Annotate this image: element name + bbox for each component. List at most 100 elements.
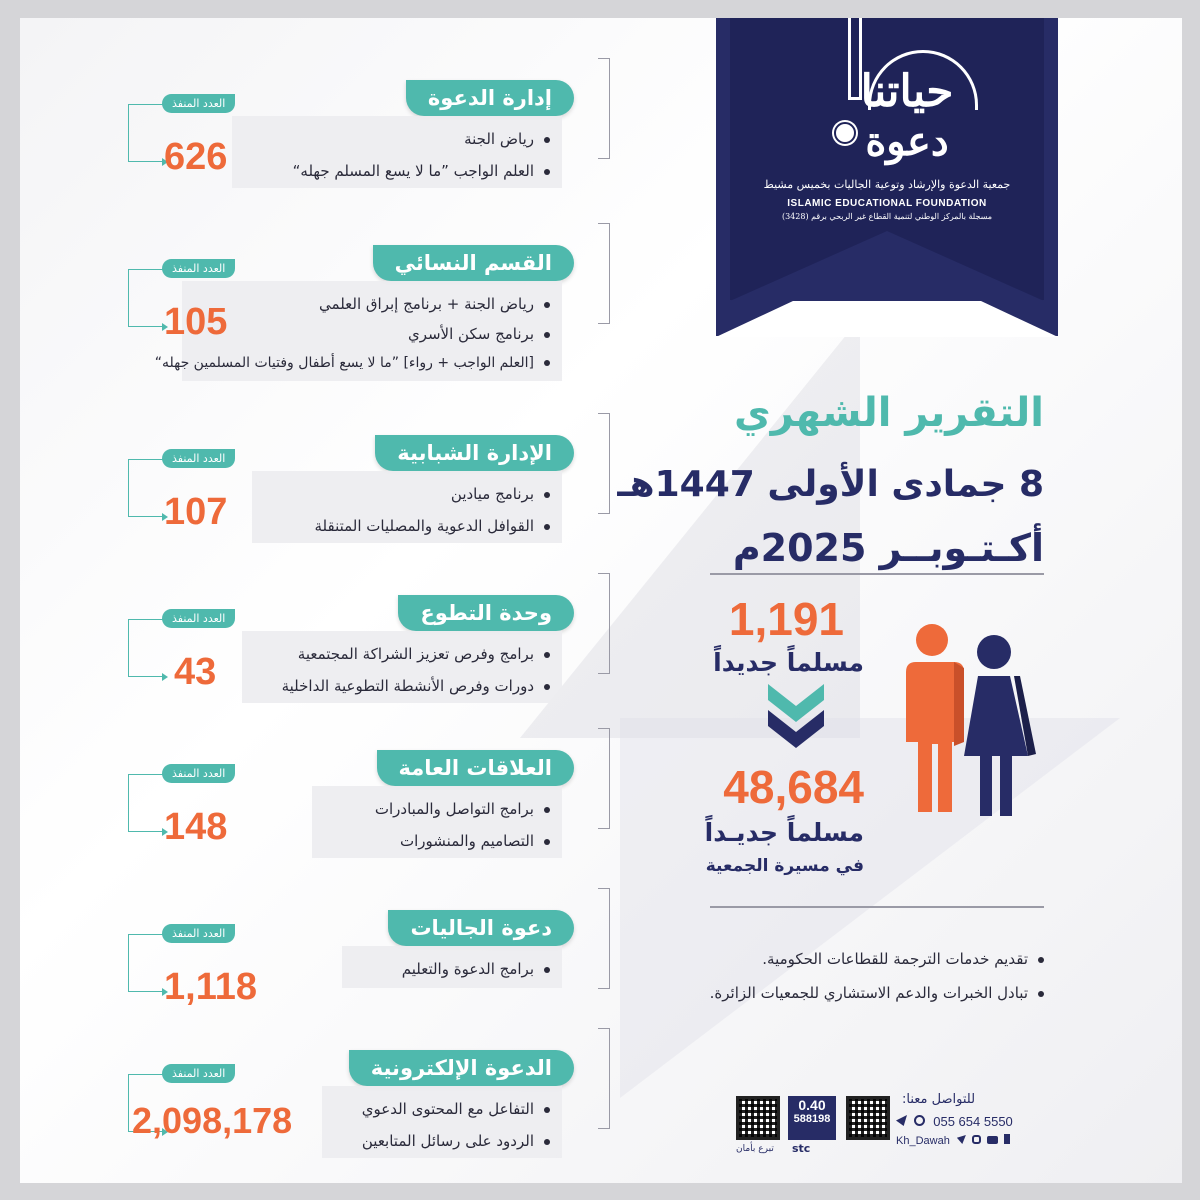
- double-chevron-down-icon: [768, 684, 824, 748]
- youtube-icon[interactable]: [987, 1136, 999, 1144]
- stc-code: 588198: [793, 1113, 831, 1125]
- executed-count-label: العدد المنفذ: [162, 764, 236, 783]
- stc-brand: stc: [792, 1142, 811, 1155]
- section-title: العلاقات العامة: [376, 750, 574, 786]
- whatsapp-icon: [913, 1115, 925, 1126]
- logo-banner: حياتنا دعوة جمعية الدعوة والإرشاد وتوعية…: [716, 18, 1058, 337]
- minaret-icon: [848, 18, 862, 100]
- logo-registration: مسجلة بالمركز الوطني لتنمية القطاع غير ا…: [781, 212, 993, 221]
- infographic-card: إدارة الدعوة رياض الجنة العلم الواجب ”ما…: [20, 18, 1182, 1183]
- background-facet: [620, 718, 1120, 1098]
- instagram-icon[interactable]: [971, 1135, 981, 1144]
- list-item: الردود على رسائل المتابعين: [362, 1132, 550, 1150]
- section-women: القسم النسائي رياض الجنة + برنامج إبراق …: [100, 223, 610, 383]
- list-item: رياض الجنة + برنامج إبراق العلمي: [319, 295, 550, 313]
- gregorian-date: أكـتـوبــر 2025م: [732, 526, 1044, 570]
- list-item: التصاميم والمنشورات: [400, 832, 550, 850]
- logo-line-2: دعوة: [865, 118, 949, 165]
- social-row[interactable]: Kh_Dawah: [896, 1134, 1011, 1147]
- section-bracket: [598, 413, 610, 514]
- section-communities: دعوة الجاليات برامج الدعوة والتعليم العد…: [100, 888, 610, 1008]
- executed-count-label: العدد المنفذ: [162, 924, 236, 943]
- list-item: برامج التواصل والمبادرات: [375, 800, 550, 818]
- list-item: العلم الواجب ”ما لا يسع المسلم جهله“: [293, 162, 550, 180]
- contact-qr-code[interactable]: [846, 1096, 890, 1140]
- total-muslims-sublabel: في مسيرة الجمعية: [705, 856, 864, 876]
- logo-english-name: ISLAMIC EDUCATIONAL FOUNDATION: [787, 198, 987, 209]
- section-bracket: [598, 1028, 610, 1129]
- phone-number: 055 654 5550: [933, 1114, 1013, 1129]
- list-item: رياض الجنة: [464, 130, 550, 148]
- section-volunteering: وحدة التطوع برامج وفرص تعزيز الشراكة الم…: [100, 573, 610, 713]
- section-dawah-admin: إدارة الدعوة رياض الجنة العلم الواجب ”ما…: [100, 58, 610, 190]
- list-item: برنامج ميادين: [451, 485, 550, 503]
- total-muslims-count: 48,684: [723, 761, 864, 813]
- globe-icon: [834, 122, 856, 144]
- items-box: [232, 116, 562, 188]
- stc-donation-box[interactable]: 0.40 588198: [788, 1096, 836, 1140]
- twitter-icon[interactable]: [956, 1135, 966, 1144]
- section-youth: الإدارة الشبابية برنامج ميادين القوافل ا…: [100, 413, 610, 553]
- section-title: الإدارة الشبابية: [375, 435, 574, 471]
- phone-row[interactable]: 055 654 5550: [896, 1114, 1013, 1129]
- executed-count: 626: [164, 136, 228, 178]
- connector-arrow: [128, 104, 168, 166]
- items-box: [182, 281, 562, 381]
- new-muslims-count: 1,191: [728, 593, 844, 645]
- connector-arrow: [128, 619, 168, 681]
- executed-count-label: العدد المنفذ: [162, 94, 236, 113]
- list-item: دورات وفرص الأنشطة التطوعية الداخلية: [282, 677, 550, 695]
- executed-count-label: العدد المنفذ: [162, 259, 236, 278]
- people-icon: [906, 624, 1036, 816]
- connector-arrow: [128, 774, 168, 836]
- logo-line-1: حياتنا: [860, 66, 954, 117]
- facebook-icon[interactable]: [1004, 1134, 1011, 1144]
- divider: [710, 573, 1044, 575]
- items-box: [252, 471, 562, 543]
- logo-banner-inner: حياتنا دعوة جمعية الدعوة والإرشاد وتوعية…: [730, 18, 1044, 301]
- new-muslims-label: مسلماً جديداً: [713, 648, 864, 677]
- items-box: [342, 946, 562, 988]
- executed-count-label: العدد المنفذ: [162, 609, 236, 628]
- section-bracket: [598, 223, 610, 324]
- section-bracket: [598, 888, 610, 989]
- service-item: تقديم خدمات الترجمة للقطاعات الحكومية.: [762, 950, 1044, 968]
- executed-count: 105: [164, 301, 228, 343]
- total-muslims-label: مسلماً جديـداً: [704, 818, 864, 847]
- executed-count: 2,098,178: [132, 1100, 293, 1141]
- section-title: القسم النسائي: [372, 245, 574, 281]
- list-item: التفاعل مع المحتوى الدعوي: [362, 1100, 550, 1118]
- executed-count: 107: [164, 491, 228, 533]
- report-title: التقرير الشهري: [734, 390, 1044, 436]
- list-item: [العلم الواجب + رواء] ”ما لا يسع أطفال و…: [155, 355, 550, 371]
- donate-label: تبرع بأمان: [736, 1144, 774, 1154]
- executed-count: 43: [174, 651, 217, 693]
- divider: [710, 906, 1044, 908]
- items-box: [322, 1086, 562, 1158]
- logo-arabic-name: جمعية الدعوة والإرشاد وتوعية الجاليات بخ…: [763, 178, 1011, 191]
- connector-arrow: [128, 459, 168, 521]
- hijri-date: 8 جمادى الأولى 1447هـ: [617, 464, 1044, 505]
- section-public-relations: العلاقات العامة برامج التواصل والمبادرات…: [100, 728, 610, 868]
- telegram-icon: [896, 1115, 907, 1126]
- executed-count: 148: [164, 806, 228, 848]
- list-item: برامج وفرص تعزيز الشراكة المجتمعية: [298, 645, 550, 663]
- section-title: وحدة التطوع: [398, 595, 574, 631]
- donation-qr-code[interactable]: [736, 1096, 780, 1140]
- section-bracket: [598, 58, 610, 159]
- section-title: إدارة الدعوة: [405, 80, 574, 116]
- social-handle: Kh_Dawah: [896, 1135, 950, 1147]
- contact-label: للتواصل معنا:: [902, 1092, 976, 1107]
- list-item: القوافل الدعوية والمصليات المتنقلة: [314, 517, 550, 535]
- executed-count-label: العدد المنفذ: [162, 1064, 236, 1083]
- section-bracket: [598, 728, 610, 829]
- service-item: تبادل الخبرات والدعم الاستشاري للجمعيات …: [710, 984, 1044, 1002]
- connector-arrow: [128, 934, 168, 996]
- executed-count: 1,118: [164, 966, 257, 1008]
- list-item: برامج الدعوة والتعليم: [402, 960, 550, 978]
- stc-amount: 0.40: [798, 1097, 826, 1113]
- section-title: دعوة الجاليات: [388, 910, 574, 946]
- connector-arrow: [128, 269, 168, 331]
- executed-count-label: العدد المنفذ: [162, 449, 236, 468]
- section-bracket: [598, 573, 610, 674]
